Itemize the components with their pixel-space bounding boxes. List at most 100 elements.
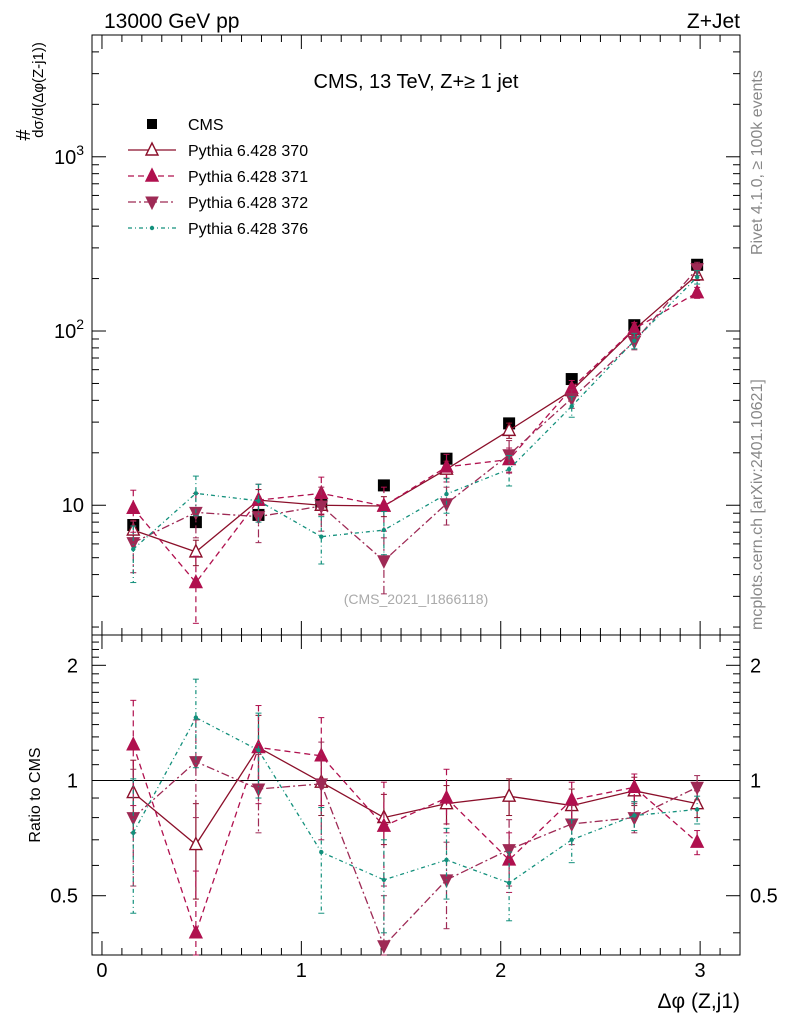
- legend-marker: [144, 141, 160, 156]
- data-point: [439, 498, 454, 512]
- data-point: [256, 498, 261, 504]
- data-point: [319, 534, 324, 539]
- data-point: [632, 338, 637, 343]
- ratio-series: [126, 678, 705, 956]
- ratio-point: [627, 812, 642, 826]
- ratio-panel-frame: [91, 634, 741, 956]
- series-line: [133, 274, 698, 553]
- ratio-point: [690, 781, 704, 796]
- x-label: Δφ (Z,j1): [658, 990, 740, 1013]
- header-left: 13000 GeV pp: [104, 10, 239, 33]
- ratio-point: [627, 778, 642, 793]
- data-point: [126, 499, 141, 515]
- x-tick-label: 2: [495, 960, 506, 982]
- data-point: [569, 404, 574, 409]
- legend-entry: Pythia 6.428 371: [128, 167, 308, 186]
- y-tick-label: 102: [54, 316, 84, 343]
- legend-label: CMS: [188, 117, 224, 134]
- ratio-point: [506, 880, 512, 886]
- y-label-prefix: #: [13, 129, 35, 141]
- x-tick-label: 1: [296, 960, 307, 982]
- ratio-pythia-6-428-372: [126, 719, 704, 956]
- data-point: [189, 506, 203, 521]
- data-point: [376, 497, 392, 512]
- ratio-point: [569, 837, 574, 842]
- ratio-axes: 0 1 2 3 0.5 0.5 1 1 2 2: [50, 635, 778, 982]
- ratio-point: [377, 940, 391, 954]
- ratio-point: [564, 818, 579, 833]
- legend-label: Pythia 6.428 371: [188, 169, 308, 186]
- header-right: Z+Jet: [687, 10, 740, 33]
- y-label-main: # dσ/d(Δφ(Z-j1)): [13, 42, 47, 140]
- series-pythia-6-428-370: [126, 266, 705, 567]
- rivet-label: Rivet 4.1.0, ≥ 100k events: [749, 70, 766, 255]
- data-point: [377, 479, 390, 492]
- series-pythia-6-428-376: [130, 270, 701, 584]
- ratio-point: [632, 813, 637, 818]
- data-point: [506, 467, 512, 472]
- ratio-point: [188, 924, 204, 939]
- ratio-point: [689, 833, 705, 848]
- legend-entry: CMS: [147, 117, 224, 134]
- y-tick-label-ratio-right: 2: [750, 655, 761, 677]
- legend-entry: Pythia 6.428 370: [128, 141, 308, 160]
- data-point: [377, 555, 391, 569]
- legend-marker: [145, 196, 159, 211]
- series-cms: [127, 258, 704, 532]
- data-point: [188, 573, 204, 589]
- series-line: [132, 268, 698, 562]
- ratio-point: [251, 783, 266, 798]
- ratio-line: [132, 746, 698, 846]
- ratio-pythia-6-428-370: [126, 714, 705, 900]
- data-point: [694, 274, 700, 280]
- ratio-point: [188, 836, 204, 851]
- chart-title: CMS, 13 TeV, Z+≥ 1 jet: [314, 71, 519, 93]
- main-axes: 10 102 103: [54, 34, 741, 635]
- ratio-point: [564, 791, 579, 806]
- ratio-line: [132, 760, 698, 947]
- data-point: [444, 491, 449, 497]
- mcplots-label: mcplots.cern.ch [arXiv:2401.10621]: [749, 379, 766, 630]
- data-point: [131, 546, 136, 552]
- data-point: [381, 527, 387, 533]
- data-point: [565, 373, 578, 386]
- ratio-point: [126, 736, 141, 751]
- ratio-point: [193, 715, 199, 720]
- ratio-point: [502, 844, 516, 858]
- y-tick-label-ratio-left: 1: [67, 771, 78, 793]
- ratio-point: [314, 778, 329, 792]
- data-point: [501, 421, 517, 437]
- ratio-line: [132, 744, 698, 935]
- ratio-point: [131, 830, 136, 836]
- ratio-point: [439, 789, 454, 804]
- data-point: [439, 458, 454, 473]
- y-tick-label: 103: [54, 142, 84, 169]
- data-point: [690, 263, 704, 277]
- ratio-pythia-6-428-371: [126, 699, 705, 956]
- ratio-point: [694, 807, 700, 812]
- data-point: [314, 500, 329, 515]
- y-tick-label-ratio-left: 2: [67, 655, 78, 677]
- legend-marker: [147, 119, 157, 129]
- x-tick-label: 0: [96, 960, 107, 982]
- data-point: [689, 284, 705, 299]
- y-tick-label-ratio-right: 0.5: [750, 886, 778, 908]
- legend: CMS Pythia 6.428 370 Pythia 6.428 371 Pythi…: [128, 117, 308, 238]
- legend-label: Pythia 6.428 372: [188, 195, 308, 212]
- legend-marker: [149, 225, 155, 231]
- ratio-point: [501, 787, 517, 802]
- main-series: [126, 258, 705, 624]
- y-tick-label: 10: [62, 495, 84, 517]
- series-line: [132, 292, 698, 584]
- ratio-pythia-6-428-376: [130, 678, 701, 934]
- ratio-point: [376, 817, 392, 832]
- ratio-point: [444, 857, 449, 863]
- y-label-ratio: Ratio to CMS: [27, 747, 44, 842]
- ratio-point: [256, 748, 261, 753]
- ratio-line: [132, 716, 698, 884]
- legend-label: Pythia 6.428 370: [188, 143, 308, 160]
- series-pythia-6-428-372: [126, 261, 704, 595]
- x-tick-label: 3: [695, 960, 706, 982]
- series-line: [132, 276, 698, 550]
